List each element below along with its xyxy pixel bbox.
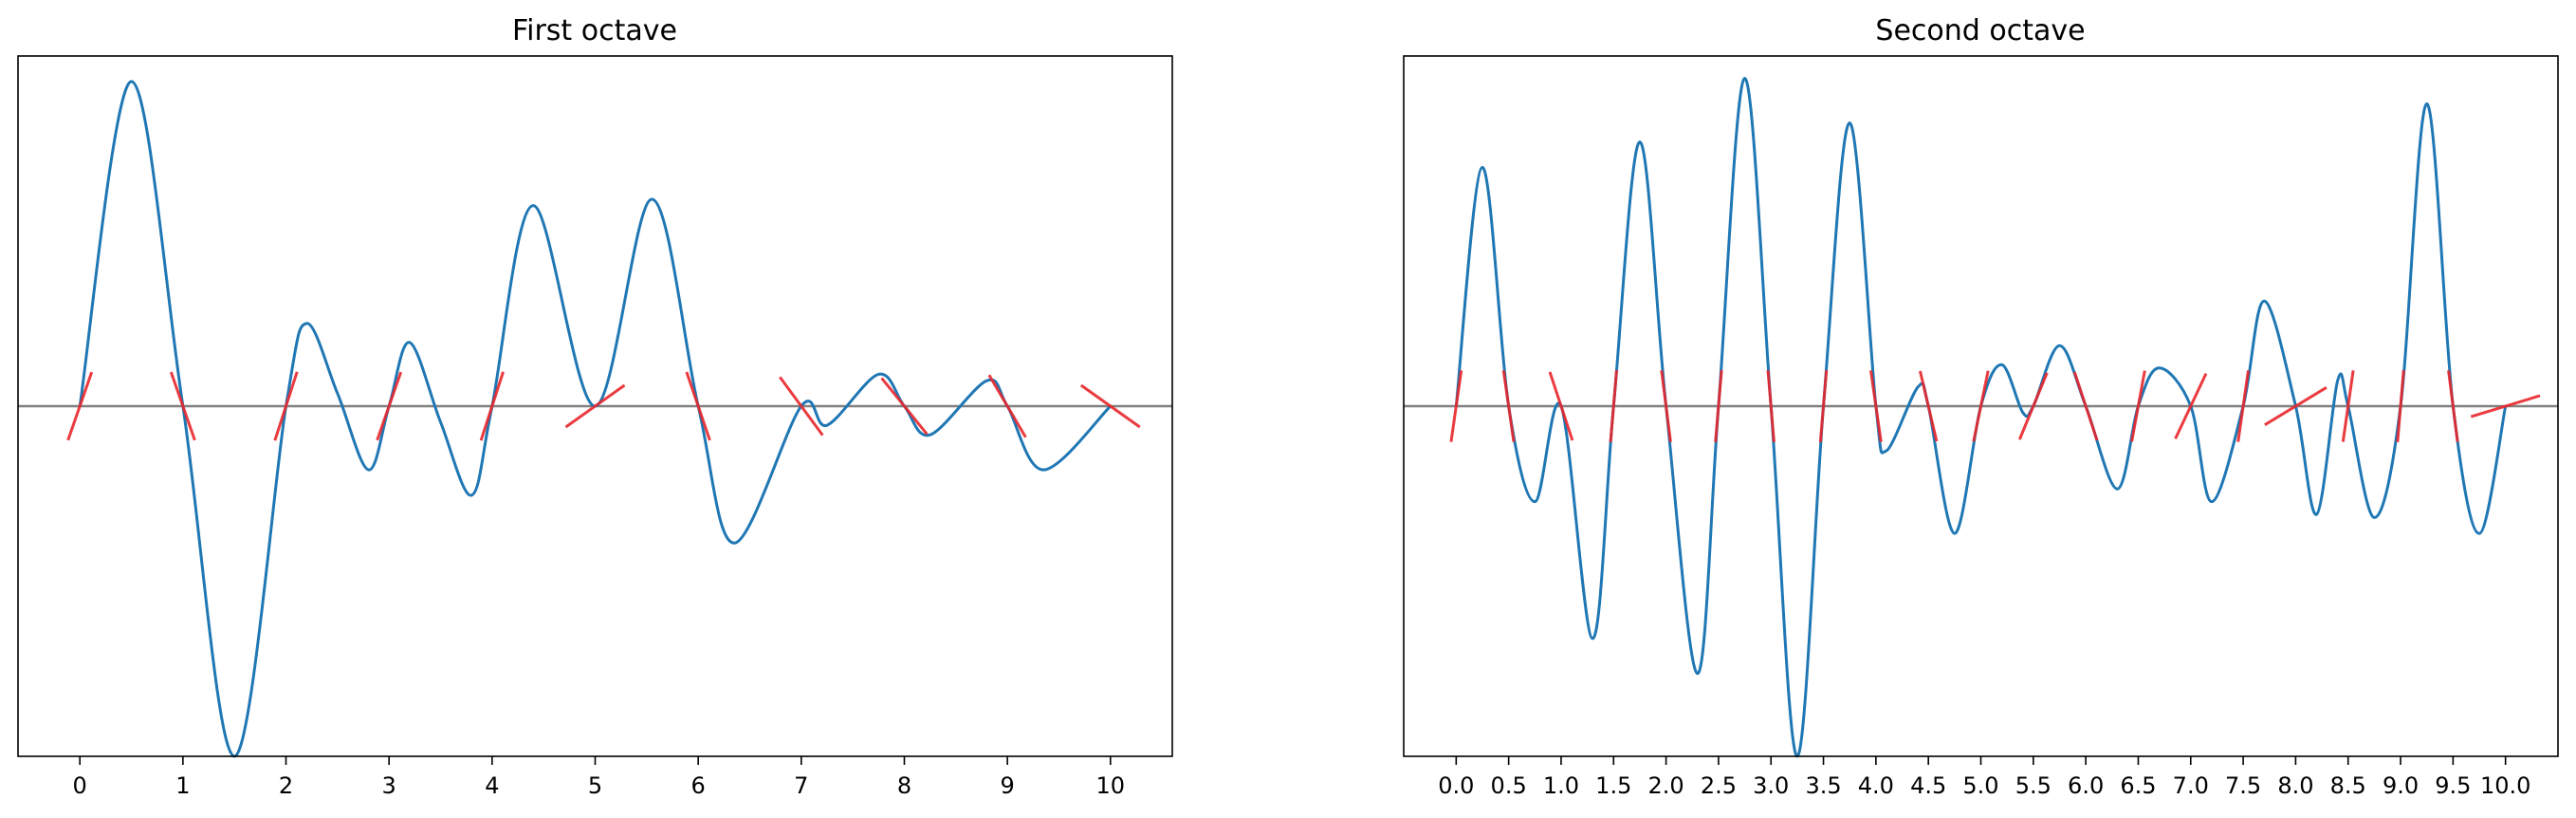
tangent-segments	[1449, 370, 2541, 442]
tangent-segment	[1660, 370, 1672, 442]
x-tick-label: 6.0	[2068, 772, 2104, 799]
axes-frame	[1403, 55, 2559, 757]
tangent-segment	[1868, 370, 1883, 442]
series-line	[78, 80, 1112, 758]
x-tick-label: 10	[1096, 772, 1126, 799]
tangent-segment	[66, 371, 94, 441]
tangent-segment	[2072, 371, 2099, 441]
tangent-segment	[273, 371, 299, 441]
tangent-segment	[1818, 370, 1829, 442]
x-tick-label: 9.0	[2383, 772, 2419, 799]
x-tick-label: 1.0	[1543, 772, 1579, 799]
tangent-segment	[2130, 370, 2146, 442]
x-tick-label: 0.0	[1438, 772, 1474, 799]
x-axis-ticks: 0.0 0.5 1.0 1.5 2.0 2.5 3.0 3.5 4.0 4.5 5.0 5.5 6.0 6…	[1438, 756, 2530, 799]
x-tick-label: 4.5	[1910, 772, 1946, 799]
tangent-segment	[1449, 370, 1463, 442]
x-tick-label: 4.0	[1858, 772, 1894, 799]
tangent-segment	[1609, 370, 1618, 442]
x-tick-label: 9.5	[2435, 772, 2471, 799]
tangent-segment	[2017, 372, 2049, 440]
x-tick-label: 1	[175, 772, 190, 799]
x-tick-label: 7.0	[2173, 772, 2209, 799]
tangent-segment	[2174, 372, 2208, 440]
tangent-segment	[2470, 394, 2541, 418]
tangent-segment	[1501, 370, 1516, 442]
x-tick-label: 5	[588, 772, 602, 799]
x-tick-label: 5.5	[2015, 772, 2052, 799]
tangent-segment	[376, 371, 403, 441]
x-tick-label: 2	[279, 772, 293, 799]
x-tick-label: 8.5	[2330, 772, 2366, 799]
tangent-segments	[66, 371, 1141, 441]
tangent-segment	[169, 371, 196, 441]
tangent-segment	[2447, 370, 2459, 442]
tangent-segment	[1972, 370, 1990, 442]
x-tick-label: 1.5	[1595, 772, 1631, 799]
tangent-segment	[987, 374, 1027, 438]
axes-frame	[17, 55, 1173, 757]
x-tick-label: 0	[73, 772, 87, 799]
tangent-segment	[1766, 370, 1776, 442]
x-tick-label: 10.0	[2480, 772, 2530, 799]
tangent-segment	[685, 371, 711, 441]
x-tick-label: 8	[897, 772, 911, 799]
x-tick-label: 6	[691, 772, 706, 799]
tangent-segment	[1548, 371, 1574, 441]
x-tick-label: 3.5	[1805, 772, 1841, 799]
chart-title: Second octave	[1875, 14, 2085, 47]
tangent-segment	[479, 371, 505, 441]
x-axis-ticks: 0 1 2 3 4 5 6 7 8 9 10	[73, 756, 1126, 799]
tangent-segment	[2341, 370, 2355, 442]
x-tick-label: 3.0	[1753, 772, 1789, 799]
x-tick-label: 4	[485, 772, 499, 799]
chart-panel-second-octave: Second octave 0.0 0.5 1.0 1.5 2.0 2.5 3.0 3.5 4.…	[1403, 14, 2559, 799]
series-line	[1454, 76, 2508, 758]
tangent-segment	[1714, 370, 1723, 442]
tangent-segment	[779, 376, 824, 437]
x-tick-label: 5.0	[1962, 772, 1998, 799]
x-tick-label: 6.5	[2120, 772, 2156, 799]
x-tick-label: 3	[382, 772, 396, 799]
tangent-segment	[2396, 370, 2405, 442]
x-tick-label: 2.0	[1648, 772, 1684, 799]
x-tick-label: 9	[1001, 772, 1015, 799]
tangent-segment	[1079, 383, 1141, 429]
tangent-segment	[2236, 370, 2250, 442]
x-tick-label: 2.5	[1701, 772, 1737, 799]
x-tick-label: 0.5	[1491, 772, 1527, 799]
x-tick-label: 7	[794, 772, 808, 799]
tangent-segment	[2264, 386, 2328, 426]
chart-title: First octave	[512, 14, 677, 47]
tangent-segment	[1919, 370, 1939, 442]
tangent-segment	[880, 377, 929, 436]
chart-panel-first-octave: First octave 0 1 2 3 4 5 6 7 8 9 10	[17, 14, 1173, 799]
x-tick-label: 8.0	[2277, 772, 2313, 799]
x-tick-label: 7.5	[2225, 772, 2261, 799]
tangent-segment	[564, 383, 626, 429]
